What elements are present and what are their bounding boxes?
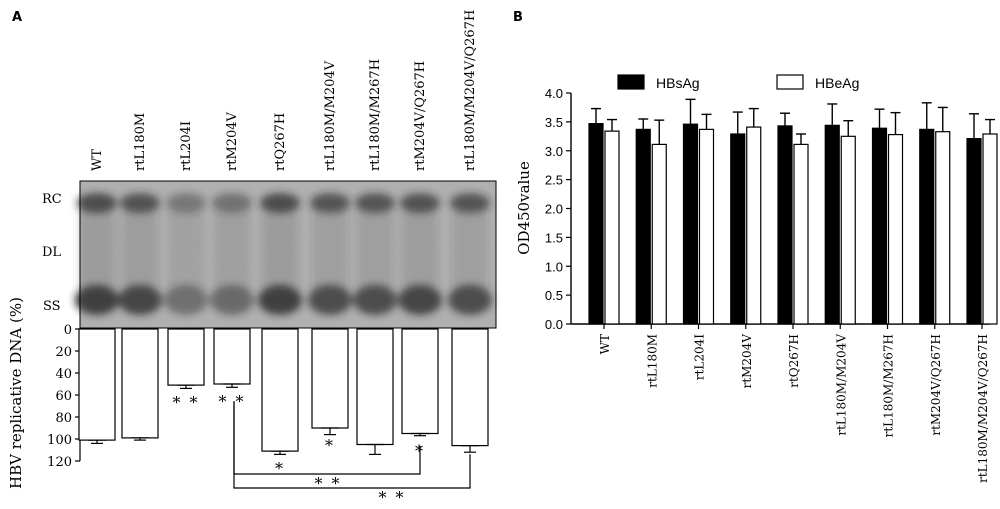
y-tick-label: 120 xyxy=(47,455,72,470)
lane-label-wt: WT xyxy=(90,149,105,171)
band-label-dl: DL xyxy=(42,245,61,260)
panel-b-letter: B xyxy=(513,10,523,25)
legend-swatch-hbsag xyxy=(617,74,645,90)
y-tick-label: 20 xyxy=(55,345,72,360)
bar-hbsag-rtl180m-m267h xyxy=(871,127,888,325)
bar-hbeag-rtl180m-m204v-q267h xyxy=(982,133,998,325)
bracket-significance: * * xyxy=(314,474,341,493)
lane-label-rtl180m: rtL180M xyxy=(133,113,148,171)
bar-rtl180m xyxy=(121,328,159,439)
bar-rtl180m-m267h xyxy=(356,328,394,446)
bar-hbeag-rtl180m-m267h xyxy=(887,133,904,325)
bar-hbeag-rtm204v xyxy=(746,126,762,325)
comparison-bracket xyxy=(233,401,471,489)
x-tick-label-rtm204v-q267h: rtM204V/Q267H xyxy=(929,334,943,436)
bar-hbeag-rtl204i xyxy=(698,128,715,325)
lane-label-rtq267h: rtQ267H xyxy=(273,113,288,171)
bar-rtl204i xyxy=(167,328,205,386)
lane-label-rtm204v-q267h: rtM204V/Q267H xyxy=(413,61,428,171)
x-tick-label-rtl204i: rtL204I xyxy=(693,334,707,380)
y-tick-label: 1.5 xyxy=(545,230,563,245)
significance-marker: * xyxy=(415,442,425,461)
bar-rtl180m-m204v-q267h xyxy=(451,328,489,447)
legend: HBsAg HBeAg xyxy=(617,74,859,91)
bar-hbsag-rtl180m-m204v xyxy=(824,124,840,325)
significance-marker: * xyxy=(275,459,285,478)
y-tick-label: 3.5 xyxy=(545,115,563,130)
lane-labels: WT rtL180M rtL204I rtM204V rtQ267H rtL180M/M2… xyxy=(90,10,478,171)
southern-blot xyxy=(75,180,497,329)
y-tick-label: 0 xyxy=(64,323,72,338)
x-tick-label-rtq267h: rtQ267H xyxy=(787,334,801,388)
legend-label-hbsag: HBsAg xyxy=(656,75,700,91)
significance-marker: * xyxy=(325,436,335,455)
x-tick-label-rtl180m-m204v-q267h: rtL180M/M204V/Q267H xyxy=(976,334,990,483)
bar-hbsag-rtl204i xyxy=(682,123,699,325)
y-tick-label: 0.0 xyxy=(545,317,563,332)
lane-label-rtm204v: rtM204V xyxy=(225,111,240,171)
y-tick-label: 4.0 xyxy=(545,86,563,101)
y-tick-label: 3.0 xyxy=(545,144,563,159)
od450-bar-chart: 0.0 0.5 1.0 1.5 2.0 2.5 3.0 3.5 4.0 WT rtL180M rtL2… xyxy=(545,86,998,483)
bar-rtq267h xyxy=(261,328,299,452)
x-tick-label-rtl180m-m267h: rtL180M/M267H xyxy=(882,334,896,437)
lane-label-rtl180m-m267h: rtL180M/M267H xyxy=(368,59,383,171)
bar-hbeag-rtq267h xyxy=(793,143,809,325)
band-label-ss: SS xyxy=(43,299,61,314)
bar-hbeag-wt xyxy=(604,130,620,325)
bar-hbsag-rtl180m xyxy=(635,128,651,325)
panel-a-letter: A xyxy=(12,10,22,25)
y-tick-label: 0.5 xyxy=(545,288,563,303)
bar-hbsag-rtm204v xyxy=(730,133,746,325)
legend-swatch-hbeag xyxy=(776,74,804,90)
bar-hbeag-rtl180m-m204v xyxy=(840,135,856,325)
y-tick-label: 40 xyxy=(55,367,72,382)
lane-label-rtl180m-m204v: rtL180M/M204V xyxy=(323,60,338,171)
significance-marker: * * xyxy=(172,393,199,412)
x-tick-label-wt: WT xyxy=(598,334,612,354)
lane-label-rtl204i: rtL204I xyxy=(179,121,194,171)
bar-rtl180m-m204v xyxy=(311,328,349,429)
bar-hbeag-rtm204v-q267h xyxy=(935,131,951,325)
bar-wt xyxy=(78,328,116,441)
y-tick-label: 2.0 xyxy=(545,202,563,217)
lane-label-rtl180m-m204v-q267h: rtL180M/M204V/Q267H xyxy=(463,10,478,171)
bar-hbeag-rtl180m xyxy=(651,143,667,325)
bracket-significance: * * xyxy=(378,488,405,507)
significance-marker: * * xyxy=(218,392,245,411)
bar-rtm204v xyxy=(213,328,251,385)
y-tick-label: 60 xyxy=(55,389,72,404)
panel-a-y-axis-label: HBV replicative DNA (%) xyxy=(7,297,25,489)
panel-b-y-axis-label: OD450value xyxy=(515,161,533,255)
bar-hbsag-wt xyxy=(588,123,604,325)
bar-hbsag-rtm204v-q267h xyxy=(919,128,935,325)
legend-label-hbeag: HBeAg xyxy=(815,75,859,91)
replication-bar-chart: 0 20 40 60 80 100 120 * * * * * * * * * * * xyxy=(47,323,489,507)
x-tick-label-rtl180m: rtL180M xyxy=(645,334,659,388)
y-tick-label: 2.5 xyxy=(545,173,563,188)
bar-rtm204v-q267h xyxy=(401,328,439,435)
band-label-rc: RC xyxy=(42,192,62,207)
y-tick-label: 100 xyxy=(47,433,72,448)
x-tick-label-rtm204v: rtM204V xyxy=(740,334,754,389)
y-tick-label: 1.0 xyxy=(545,259,563,274)
x-tick-label-rtl180m-m204v: rtL180M/M204V xyxy=(834,334,848,436)
bar-hbsag-rtl180m-m204v-q267h xyxy=(966,138,982,325)
y-tick-label: 80 xyxy=(55,411,72,426)
bar-hbsag-rtq267h xyxy=(777,125,793,325)
